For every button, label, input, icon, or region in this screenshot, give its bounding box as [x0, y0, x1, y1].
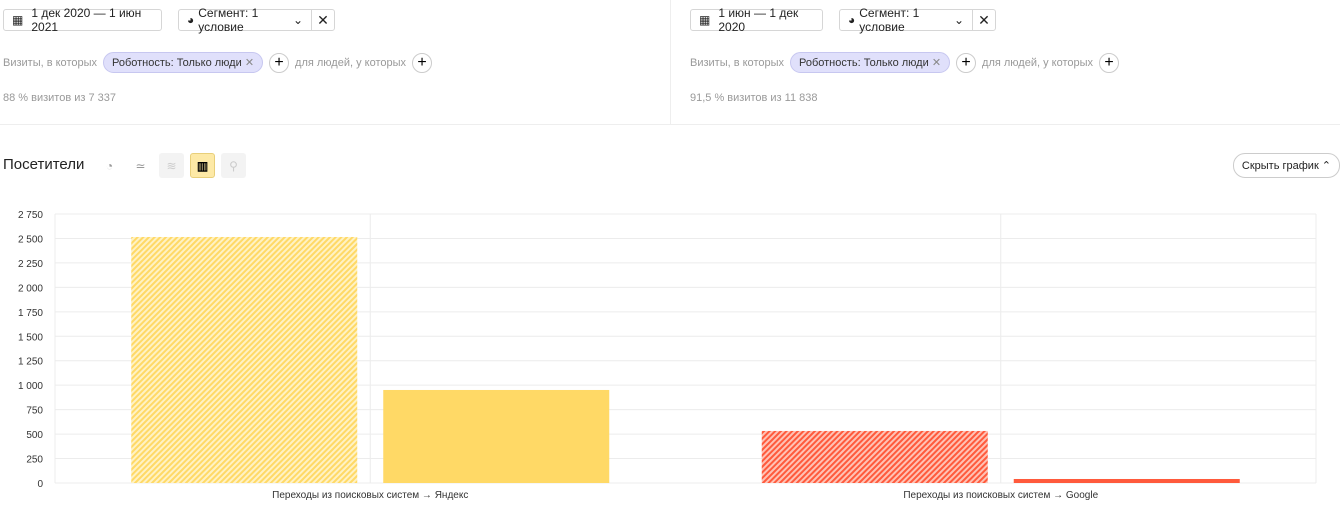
- y-tick-label: 1 500: [18, 332, 43, 343]
- close-icon[interactable]: ✕: [931, 57, 942, 69]
- segment-panel-1: ▦ 1 дек 2020 — 1 июн 2021 ◕ Сегмент: 1 усл…: [0, 0, 671, 125]
- y-tick-label: 750: [26, 406, 43, 417]
- y-tick-label: 1 750: [18, 308, 43, 319]
- y-tick-label: 1 250: [18, 357, 43, 368]
- date-range-button[interactable]: ▦ 1 дек 2020 — 1 июн 2021: [3, 6, 162, 34]
- add-people-condition-button[interactable]: +: [412, 52, 433, 73]
- y-tick-label: 1 000: [18, 381, 43, 392]
- bar-chart-icon[interactable]: ▥: [190, 153, 215, 178]
- add-condition-button[interactable]: +: [956, 52, 977, 73]
- area-chart-icon[interactable]: ≋: [159, 153, 184, 178]
- hide-chart-button[interactable]: Скрыть график ⌃: [1232, 153, 1340, 178]
- chevron-down-icon: ⌄: [953, 13, 964, 27]
- filter-chip[interactable]: Роботность: Только люди ✕: [103, 52, 264, 73]
- line-chart-icon[interactable]: ≃: [135, 158, 146, 173]
- y-tick-label: 250: [26, 455, 43, 466]
- x-category-label: Переходы из поисковых систем → Яндекс: [272, 490, 468, 501]
- close-icon[interactable]: ✕: [244, 57, 255, 69]
- bar: [761, 430, 988, 483]
- bar: [1013, 478, 1240, 483]
- calendar-icon: ▦: [12, 13, 24, 27]
- visits-stat: 88 % визитов из 7 337: [3, 92, 117, 104]
- add-people-condition-button[interactable]: +: [1099, 52, 1120, 73]
- chevron-down-icon: ⌄: [292, 13, 303, 27]
- y-tick-label: 0: [37, 479, 43, 490]
- people-label: для людей, у которых: [295, 56, 407, 69]
- report-title: Посетители: [3, 156, 85, 173]
- y-tick-label: 2 500: [18, 234, 43, 245]
- visits-label: Визиты, в которых: [690, 56, 784, 69]
- y-tick-label: 500: [26, 430, 43, 441]
- clear-segment-button[interactable]: ✕: [972, 9, 996, 31]
- map-icon[interactable]: ⚲: [221, 153, 246, 178]
- filter-chip[interactable]: Роботность: Только люди ✕: [790, 52, 951, 73]
- segment-dropdown[interactable]: ◕ Сегмент: 1 условие ⌄: [839, 6, 973, 34]
- pie-icon: ◕: [187, 13, 195, 27]
- y-tick-label: 2 750: [18, 210, 43, 221]
- x-category-label: Переходы из поисковых систем → Google: [903, 490, 1098, 501]
- y-tick-label: 2 000: [18, 283, 43, 294]
- pie-icon: ◕: [848, 13, 856, 27]
- visits-label: Визиты, в которых: [3, 56, 97, 69]
- people-label: для людей, у которых: [982, 56, 1094, 69]
- segment-panel-2: ▦ 1 июн — 1 дек 2020 ◕ Сегмент: 1 условие ⌄…: [671, 0, 1340, 125]
- bar: [131, 236, 358, 483]
- add-condition-button[interactable]: +: [269, 52, 290, 73]
- bar: [383, 389, 610, 483]
- date-range-button[interactable]: ▦ 1 июн — 1 дек 2020: [690, 6, 823, 34]
- chevron-up-icon: ⌃: [1321, 160, 1331, 172]
- pie-chart-icon[interactable]: ◔: [105, 158, 114, 173]
- y-tick-label: 2 250: [18, 259, 43, 270]
- clear-segment-button[interactable]: ✕: [311, 9, 335, 31]
- visits-stat: 91,5 % визитов из 11 838: [690, 92, 818, 104]
- segment-dropdown[interactable]: ◕ Сегмент: 1 условие ⌄: [178, 6, 312, 34]
- calendar-icon: ▦: [699, 13, 711, 27]
